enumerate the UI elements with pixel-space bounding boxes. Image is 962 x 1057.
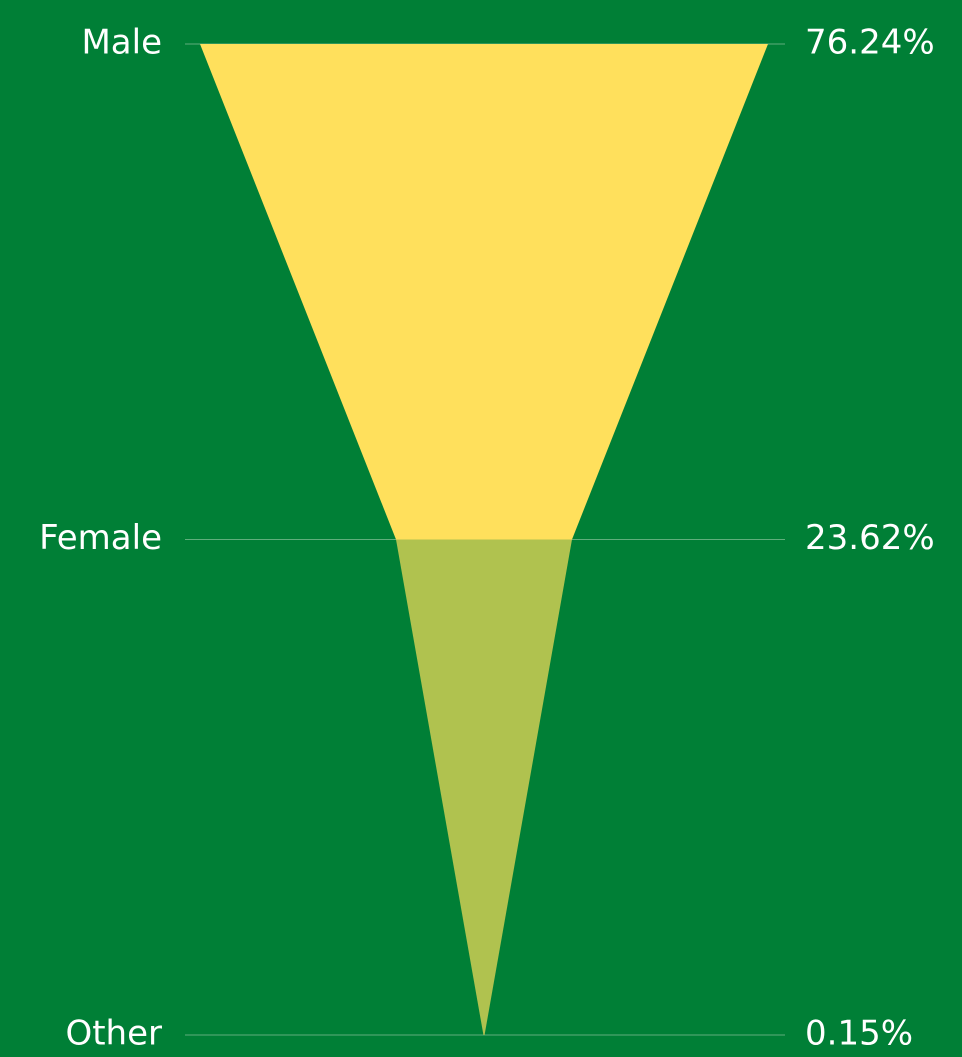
value-label: 0.15% <box>805 1014 913 1054</box>
value-label: 23.62% <box>805 518 935 558</box>
value-label: 76.24% <box>805 23 935 63</box>
category-label: Female <box>39 518 162 558</box>
funnel-segment <box>200 44 768 540</box>
category-label: Male <box>81 23 162 63</box>
category-label: Other <box>65 1014 162 1054</box>
funnel-segment <box>396 539 572 1035</box>
